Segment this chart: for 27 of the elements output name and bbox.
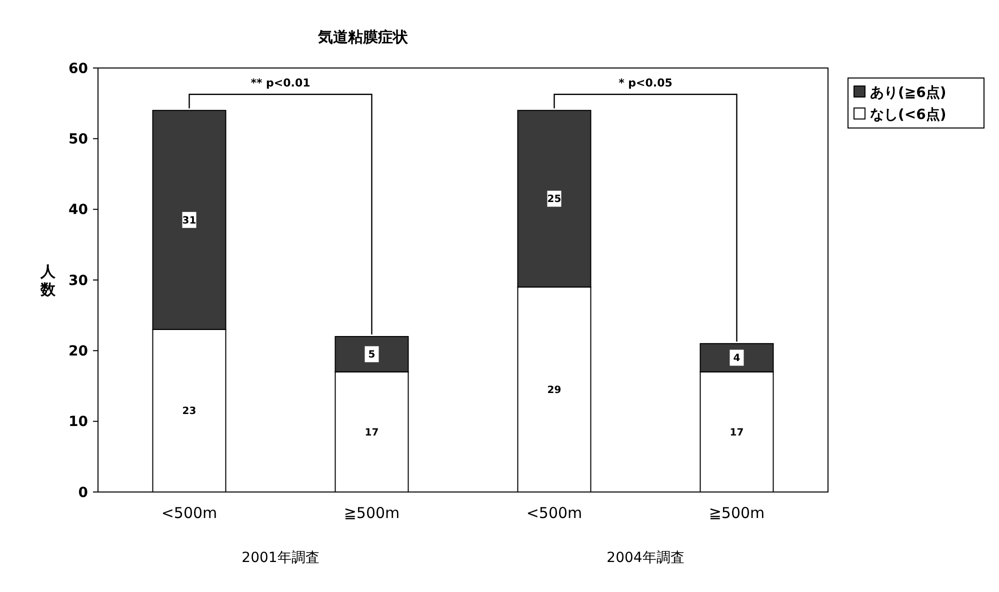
data-label: 4 (733, 353, 740, 364)
y-tick-label: 10 (68, 414, 88, 430)
y-tick-label: 50 (68, 132, 88, 148)
data-label: 23 (182, 406, 196, 418)
legend-label: なし(<6点) (870, 106, 946, 123)
y-tick-label: 30 (68, 272, 88, 289)
y-tick-label: 20 (68, 344, 88, 360)
data-label: 17 (730, 427, 744, 438)
data-label: 5 (368, 350, 376, 361)
data-label: 29 (547, 385, 562, 396)
legend-label: あり(≧6点) (870, 84, 946, 101)
x-tick-label: <500m (161, 504, 218, 522)
data-label: 25 (547, 194, 562, 206)
data-label: 31 (182, 215, 196, 226)
y-tick-label: 40 (68, 202, 88, 218)
annotation: * p<0.05 (618, 76, 672, 90)
x-tick-label: ≧500m (344, 504, 400, 522)
text: 2004年調査 (606, 550, 684, 566)
x-tick-label: ≧500m (708, 504, 765, 522)
data-label: 17 (364, 427, 379, 438)
annotation: ** p<0.01 (250, 76, 310, 90)
y-tick-label: 0 (78, 484, 88, 501)
text: 2001年調査 (242, 550, 320, 566)
y-tick-label: 60 (68, 60, 88, 77)
chart-title: 気道粘膜症状 (317, 28, 409, 46)
x-tick-label: <500m (526, 504, 582, 522)
y-axis-title: 人数 (40, 262, 56, 298)
